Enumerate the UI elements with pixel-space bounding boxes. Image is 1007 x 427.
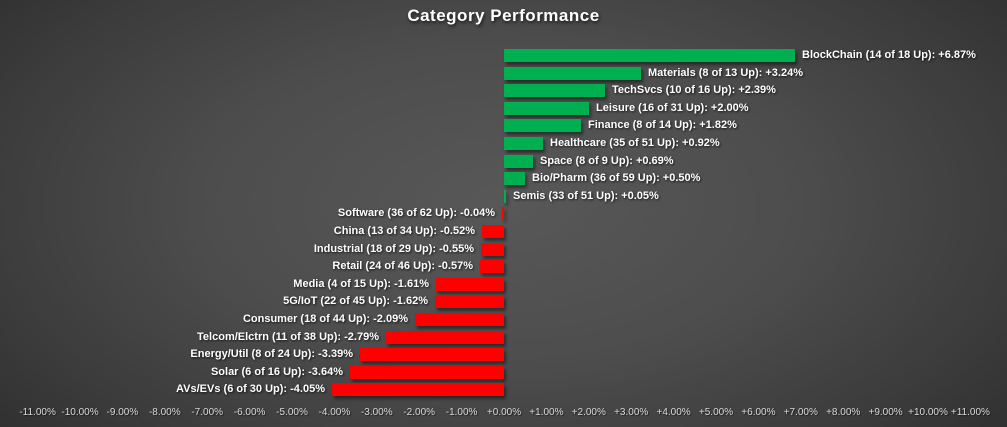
bar-space — [504, 155, 533, 168]
bar-label-blockchain: BlockChain (14 of 18 Up): +6.87% — [802, 49, 976, 61]
bar-label-industrial: Industrial (18 of 29 Up): -0.55% — [313, 243, 474, 255]
x-axis-tick: +11.00% — [950, 407, 990, 418]
bar-label-leisure: Leisure (16 of 31 Up): +2.00% — [596, 102, 749, 114]
bar-media — [436, 278, 504, 291]
bar-label-energy-util: Energy/Util (8 of 24 Up): -3.39% — [190, 348, 353, 360]
x-axis-tick: +3.00% — [614, 407, 649, 418]
bar-label-retail: Retail (24 of 46 Up): -0.57% — [332, 260, 473, 272]
bar-retail — [480, 260, 504, 273]
x-axis-tick: -9.00% — [106, 407, 139, 418]
bar-label-china: China (13 of 34 Up): -0.52% — [333, 225, 475, 237]
x-axis-tick: +6.00% — [741, 407, 776, 418]
bar-5g-iot — [435, 295, 504, 308]
x-axis-tick: -7.00% — [191, 407, 224, 418]
bar-avs-evs — [332, 383, 504, 396]
bar-materials — [504, 67, 641, 80]
x-axis-tick: +1.00% — [529, 407, 564, 418]
x-axis-tick: +9.00% — [868, 407, 903, 418]
x-axis-tick: -1.00% — [445, 407, 478, 418]
bar-leisure — [504, 102, 589, 115]
x-axis-tick: -2.00% — [403, 407, 436, 418]
bar-label-semis: Semis (33 of 51 Up): +0.05% — [513, 190, 659, 202]
x-axis-tick: -10.00% — [61, 407, 99, 418]
bar-label-media: Media (4 of 15 Up): -1.61% — [293, 278, 429, 290]
x-axis-tick: -3.00% — [360, 407, 393, 418]
x-axis-tick: +7.00% — [783, 407, 818, 418]
bar-consumer — [415, 313, 504, 326]
bar-solar — [350, 366, 504, 379]
x-axis-tick: +2.00% — [571, 407, 606, 418]
bar-blockchain — [504, 49, 795, 62]
bar-healthcare — [504, 137, 543, 150]
bar-label-bio-pharm: Bio/Pharm (36 of 59 Up): +0.50% — [532, 172, 701, 184]
x-axis-tick: -8.00% — [148, 407, 181, 418]
x-axis-tick: +0.00% — [486, 407, 522, 418]
bar-software — [502, 207, 504, 220]
bar-finance — [504, 119, 581, 132]
bar-label-software: Software (36 of 62 Up): -0.04% — [337, 207, 495, 219]
bar-label-finance: Finance (8 of 14 Up): +1.82% — [588, 119, 737, 131]
bar-label-techsvcs: TechSvcs (10 of 16 Up): +2.39% — [612, 84, 776, 96]
bar-techsvcs — [504, 84, 605, 97]
bar-label-consumer: Consumer (18 of 44 Up): -2.09% — [242, 313, 408, 325]
x-axis-tick: -11.00% — [19, 407, 56, 418]
bar-label-solar: Solar (6 of 16 Up): -3.64% — [210, 366, 343, 378]
bar-energy-util — [360, 348, 504, 361]
x-axis-tick: +5.00% — [698, 407, 734, 418]
bar-bio-pharm — [504, 172, 525, 185]
x-axis-tick: +10.00% — [908, 407, 948, 418]
chart-title: Category Performance — [407, 6, 600, 25]
bar-label-5g-iot: 5G/IoT (22 of 45 Up): -1.62% — [283, 295, 428, 307]
x-axis-tick: -4.00% — [318, 407, 351, 418]
x-axis-tick: +4.00% — [656, 407, 691, 418]
bar-label-space: Space (8 of 9 Up): +0.69% — [540, 155, 674, 167]
bar-china — [482, 225, 504, 238]
bar-telcom-elctrn — [386, 331, 504, 344]
bar-label-telcom-elctrn: Telcom/Elctrn (11 of 38 Up): -2.79% — [197, 331, 379, 343]
bar-label-healthcare: Healthcare (35 of 51 Up): +0.92% — [550, 137, 720, 149]
x-axis-tick: -5.00% — [276, 407, 308, 418]
x-axis-tick: -6.00% — [233, 407, 266, 418]
bar-industrial — [481, 243, 504, 256]
bar-label-avs-evs: AVs/EVs (6 of 30 Up): -4.05% — [176, 383, 325, 395]
bar-semis — [504, 190, 506, 203]
bar-label-materials: Materials (8 of 13 Up): +3.24% — [648, 67, 803, 79]
x-axis-tick: +8.00% — [826, 407, 861, 418]
